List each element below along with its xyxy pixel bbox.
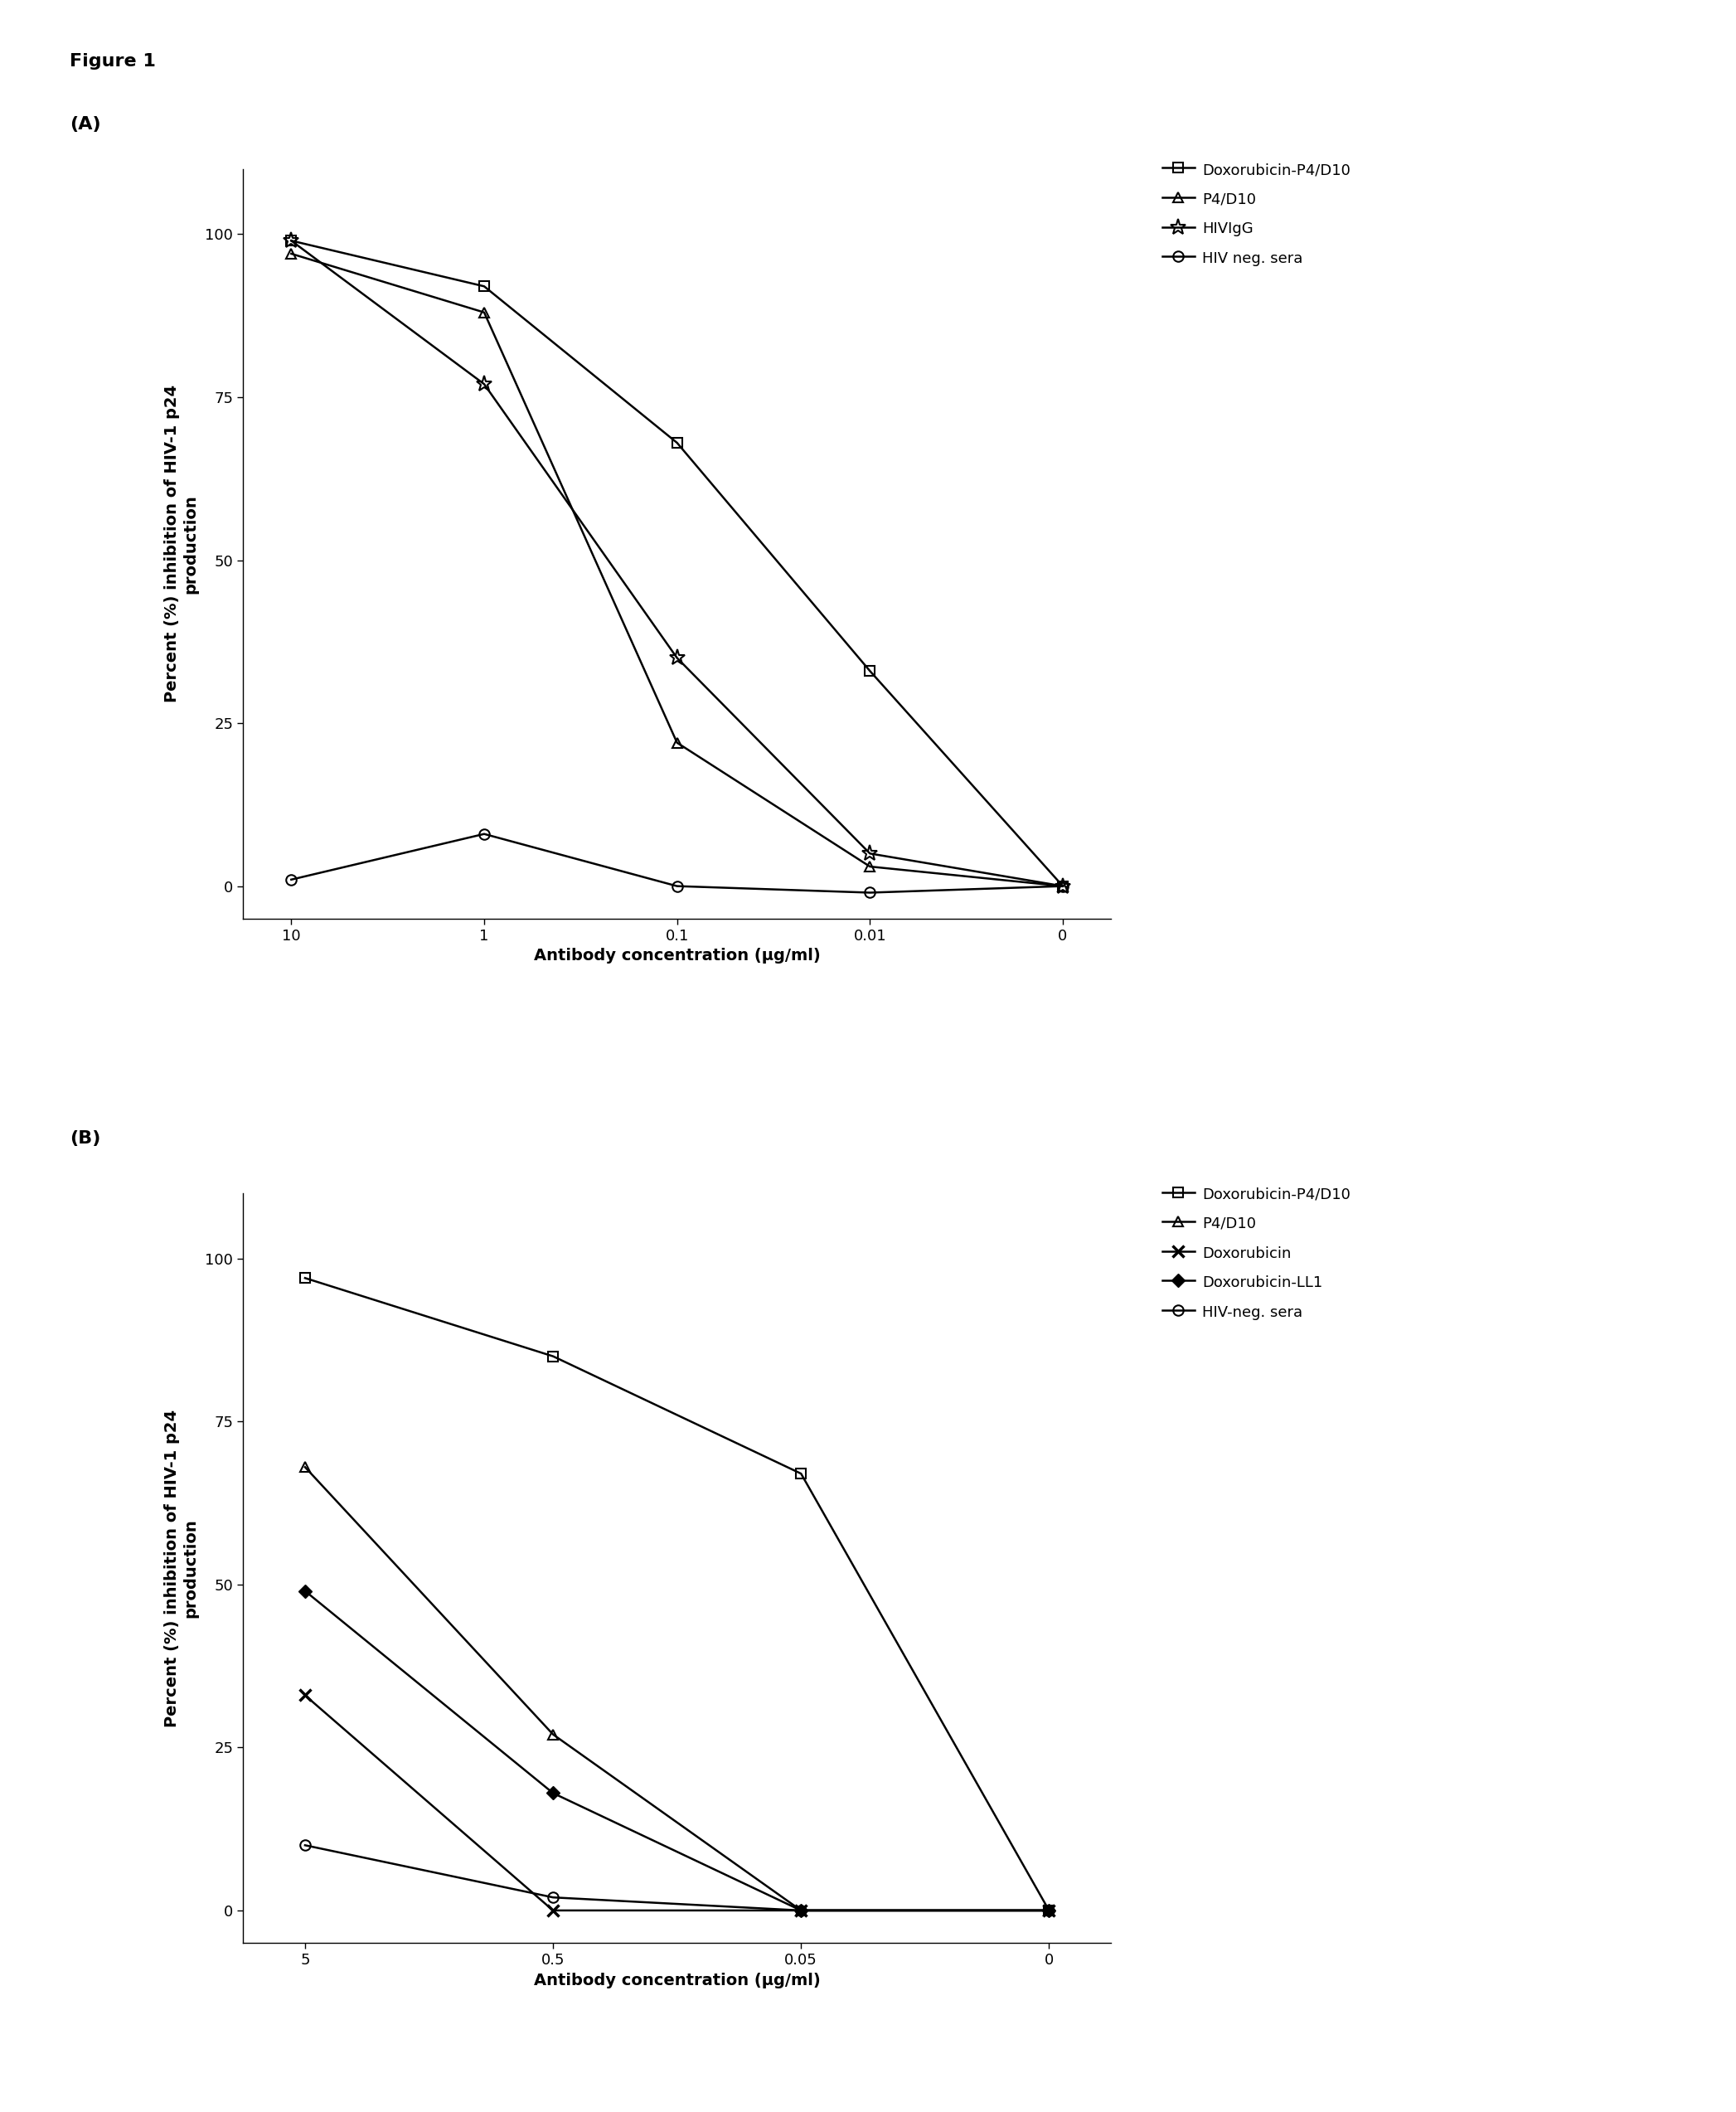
- Line: P4/D10: P4/D10: [286, 249, 1068, 891]
- P4/D10: [667, 731, 687, 756]
- P4/D10: [1038, 1899, 1059, 1924]
- Doxorubicin: [295, 1683, 316, 1709]
- Doxorubicin: [1038, 1899, 1059, 1924]
- Y-axis label: Percent (%) inhibition of HIV-1 p24
production: Percent (%) inhibition of HIV-1 p24 prod…: [165, 1409, 198, 1728]
- Line: Doxorubicin-LL1: Doxorubicin-LL1: [300, 1586, 1054, 1916]
- HIV neg. sera: [474, 822, 495, 847]
- Y-axis label: Percent (%) inhibition of HIV-1 p24
production: Percent (%) inhibition of HIV-1 p24 prod…: [165, 384, 198, 703]
- Line: HIV neg. sera: HIV neg. sera: [286, 828, 1068, 898]
- P4/D10: [295, 1455, 316, 1481]
- HIVIgG: [281, 228, 302, 253]
- Line: HIVIgG: HIVIgG: [283, 232, 1071, 893]
- HIVIgG: [859, 841, 880, 866]
- X-axis label: Antibody concentration (μg/ml): Antibody concentration (μg/ml): [533, 948, 821, 963]
- Doxorubicin-P4/D10: [281, 228, 302, 253]
- Doxorubicin-P4/D10: [667, 431, 687, 456]
- HIV-neg. sera: [543, 1884, 564, 1909]
- HIV neg. sera: [667, 874, 687, 900]
- Text: Figure 1: Figure 1: [69, 53, 156, 70]
- Text: (B): (B): [69, 1130, 101, 1147]
- Doxorubicin-LL1: [295, 1578, 316, 1603]
- Doxorubicin: [543, 1899, 564, 1924]
- Doxorubicin-P4/D10: [1038, 1899, 1059, 1924]
- HIV neg. sera: [1052, 874, 1073, 900]
- Text: (A): (A): [69, 116, 101, 133]
- HIV neg. sera: [281, 866, 302, 891]
- P4/D10: [474, 300, 495, 325]
- HIV-neg. sera: [1038, 1899, 1059, 1924]
- Line: HIV-neg. sera: HIV-neg. sera: [300, 1840, 1054, 1916]
- HIVIgG: [1052, 874, 1073, 900]
- P4/D10: [790, 1899, 811, 1924]
- Doxorubicin: [790, 1899, 811, 1924]
- HIV neg. sera: [859, 881, 880, 906]
- Legend: Doxorubicin-P4/D10, P4/D10, Doxorubicin, Doxorubicin-LL1, HIV-neg. sera: Doxorubicin-P4/D10, P4/D10, Doxorubicin,…: [1161, 1185, 1351, 1320]
- Line: Doxorubicin: Doxorubicin: [299, 1690, 1055, 1916]
- Doxorubicin-P4/D10: [474, 275, 495, 300]
- Line: Doxorubicin-P4/D10: Doxorubicin-P4/D10: [300, 1274, 1054, 1916]
- Doxorubicin-LL1: [1038, 1899, 1059, 1924]
- P4/D10: [543, 1721, 564, 1747]
- Legend: Doxorubicin-P4/D10, P4/D10, HIVIgG, HIV neg. sera: Doxorubicin-P4/D10, P4/D10, HIVIgG, HIV …: [1161, 161, 1351, 266]
- HIVIgG: [667, 646, 687, 672]
- Doxorubicin-P4/D10: [295, 1265, 316, 1290]
- P4/D10: [281, 241, 302, 266]
- X-axis label: Antibody concentration (μg/ml): Antibody concentration (μg/ml): [533, 1973, 821, 1987]
- Doxorubicin-P4/D10: [543, 1343, 564, 1369]
- Doxorubicin-P4/D10: [859, 659, 880, 684]
- Doxorubicin-LL1: [790, 1899, 811, 1924]
- HIV-neg. sera: [790, 1899, 811, 1924]
- P4/D10: [859, 853, 880, 879]
- Line: P4/D10: P4/D10: [300, 1462, 1054, 1916]
- HIV-neg. sera: [295, 1833, 316, 1859]
- P4/D10: [1052, 874, 1073, 900]
- HIVIgG: [474, 372, 495, 397]
- Doxorubicin-P4/D10: [790, 1462, 811, 1487]
- Doxorubicin-P4/D10: [1052, 874, 1073, 900]
- Line: Doxorubicin-P4/D10: Doxorubicin-P4/D10: [286, 237, 1068, 891]
- Doxorubicin-LL1: [543, 1780, 564, 1806]
